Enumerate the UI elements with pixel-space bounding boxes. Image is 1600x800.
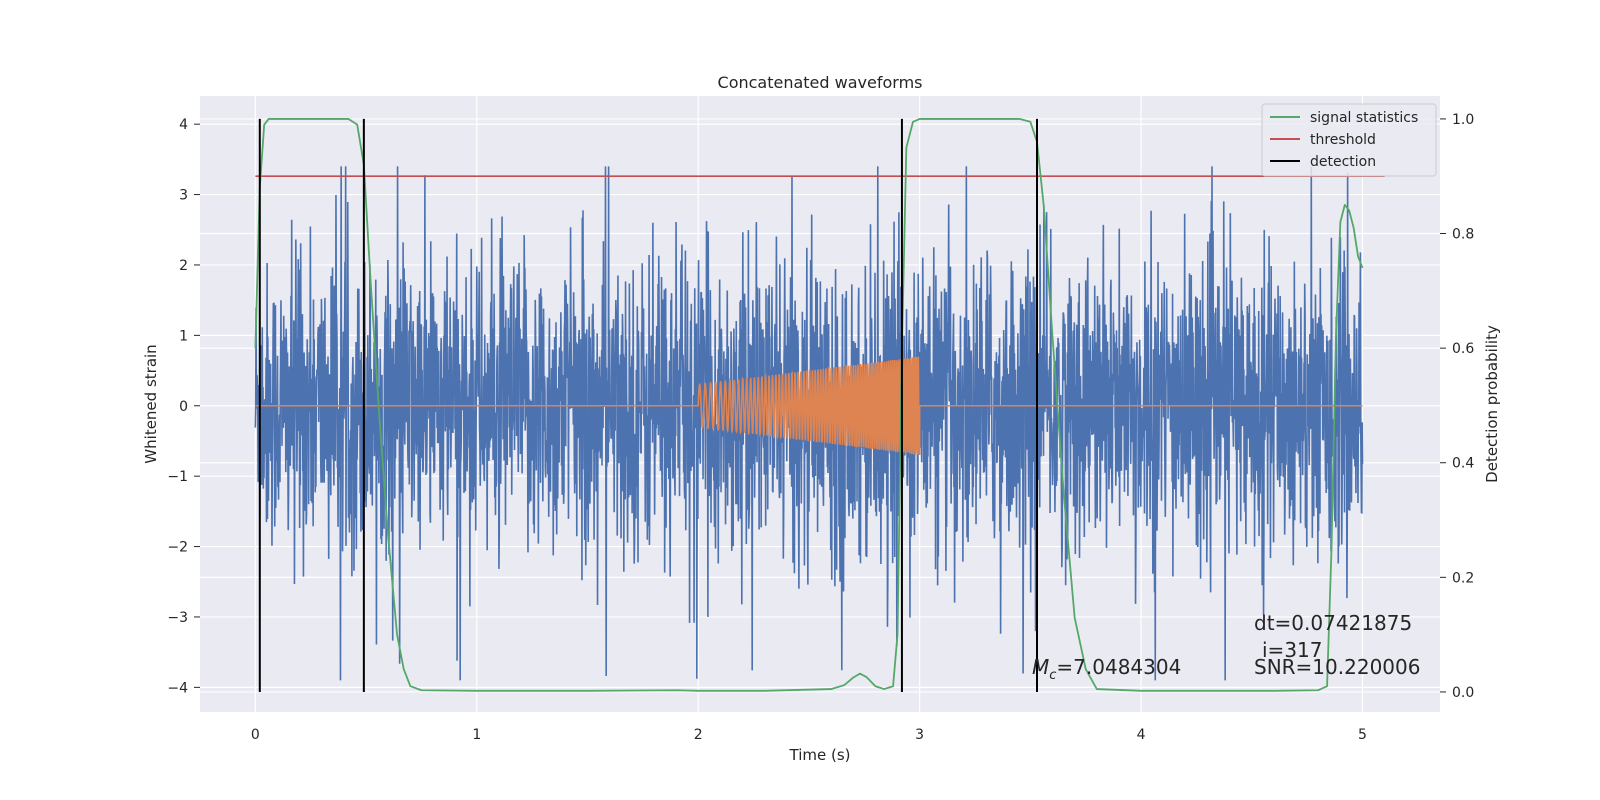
noise-series-line [254,166,1364,681]
plot-content [254,118,1385,692]
y-right-tick-label: 0.0 [1452,685,1474,701]
y-right-tick-label: 0.4 [1452,456,1474,472]
legend-label-detection: detection [1310,154,1376,170]
legend: signal statistics threshold detection [1261,103,1437,177]
x-axis-label: Time (s) [789,746,851,764]
legend-box [1261,103,1437,177]
y-right-tick-label: 0.2 [1452,570,1474,586]
legend-label-signal-statistics: signal statistics [1310,110,1418,126]
annotation-i: i=317 [1262,638,1323,662]
y-tick-label: 3 [179,188,188,204]
svg-text:Mc=7.0484304: Mc=7.0484304 [1032,655,1181,683]
y-tick-label: −1 [167,469,188,485]
chart-title: Concatenated waveforms [718,73,923,92]
annotation-mc: Mc=7.0484304 [1032,655,1181,683]
y-tick-label: −4 [167,680,188,696]
y-tick-label: 1 [179,328,188,344]
y-tick-label: 2 [179,258,188,274]
y-right-tick-label: 1.0 [1452,112,1474,128]
y-tick-label: 0 [179,399,188,415]
x-tick-label: 1 [472,727,481,743]
y-tick-label: −2 [167,540,188,556]
mc-subscript: c [1049,668,1056,683]
x-tick-label: 4 [1137,727,1146,743]
legend-label-threshold: threshold [1310,132,1376,148]
y-axis-label: Whitened strain [142,344,160,463]
template-series-line [255,356,1363,456]
annotation-dt: dt=0.07421875 [1254,611,1412,635]
annotation-snr: SNR=10.220006 [1254,655,1420,679]
x-tick-label: 2 [694,727,703,743]
mc-value: =7.0484304 [1056,655,1181,679]
mc-symbol: M [1032,655,1049,679]
y-right-tick-label: 0.6 [1452,341,1474,357]
y-axis-right-label: Detection probability [1483,325,1501,483]
x-tick-label: 5 [1358,727,1367,743]
series-layer [254,118,1385,692]
ticks: 0 1 2 3 4 5 −4 −3 −2 −1 0 1 2 3 4 0.0 0.2 0.4 0.6 0.8 1.0 [167,112,1474,743]
y-tick-label: 4 [179,117,188,133]
signal-statistics-line [254,118,1364,692]
y-tick-label: −3 [167,610,188,626]
x-tick-label: 3 [915,727,924,743]
y-right-tick-label: 0.8 [1452,227,1474,243]
x-tick-label: 0 [251,727,260,743]
